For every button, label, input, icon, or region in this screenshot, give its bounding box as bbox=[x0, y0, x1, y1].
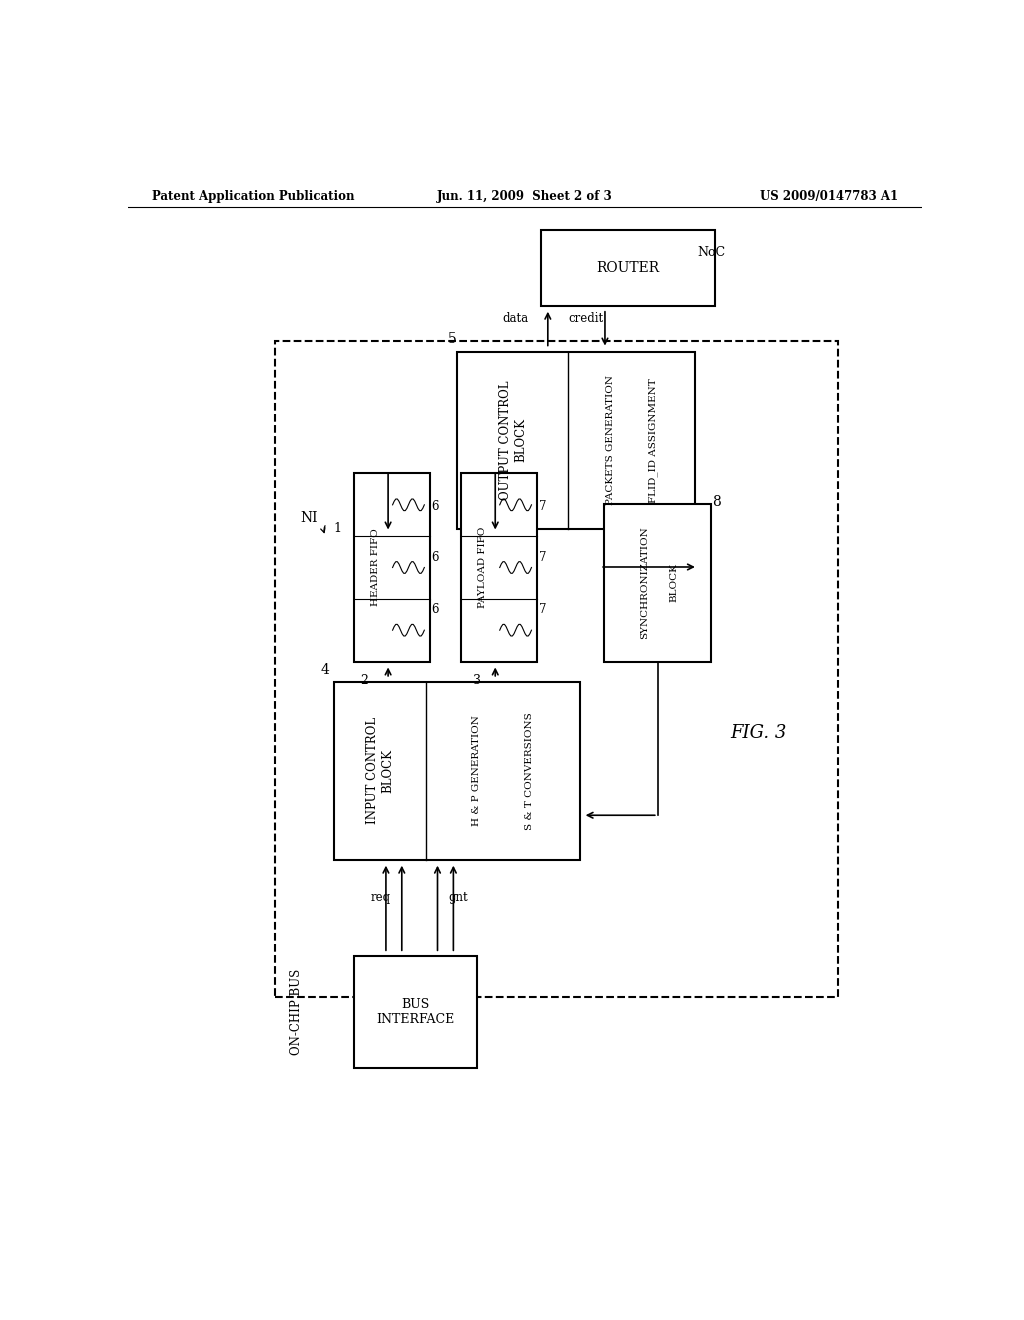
Text: req: req bbox=[371, 891, 390, 904]
Text: FIG. 3: FIG. 3 bbox=[731, 723, 787, 742]
Bar bbox=[458, 351, 695, 529]
Bar bbox=[354, 956, 477, 1068]
Text: 4: 4 bbox=[321, 663, 330, 677]
Text: OUTPUT CONTROL
BLOCK: OUTPUT CONTROL BLOCK bbox=[499, 380, 527, 500]
Text: 3: 3 bbox=[473, 675, 481, 688]
Text: INPUT CONTROL
BLOCK: INPUT CONTROL BLOCK bbox=[366, 717, 394, 825]
Bar bbox=[354, 474, 430, 661]
Text: ROUTER: ROUTER bbox=[596, 260, 659, 275]
Text: BLOCK: BLOCK bbox=[670, 564, 678, 602]
Text: 7: 7 bbox=[539, 499, 546, 512]
Text: 7: 7 bbox=[539, 603, 546, 616]
Text: ON-CHIP BUS: ON-CHIP BUS bbox=[290, 969, 303, 1055]
Text: FLID_ID ASSIGNMENT: FLID_ID ASSIGNMENT bbox=[648, 378, 658, 503]
Text: 1: 1 bbox=[334, 521, 342, 535]
Text: NoC: NoC bbox=[697, 247, 725, 260]
Text: Patent Application Publication: Patent Application Publication bbox=[152, 190, 354, 202]
Text: credit: credit bbox=[568, 313, 603, 326]
Text: SYNCHRONIZATION: SYNCHRONIZATION bbox=[640, 527, 649, 639]
Bar bbox=[334, 682, 581, 859]
Bar bbox=[274, 342, 839, 997]
Text: 7: 7 bbox=[539, 552, 546, 565]
Bar bbox=[541, 230, 715, 306]
Text: H & P GENERATION: H & P GENERATION bbox=[472, 715, 481, 826]
Text: gnt: gnt bbox=[449, 891, 468, 904]
Text: NI: NI bbox=[300, 511, 317, 525]
Text: Jun. 11, 2009  Sheet 2 of 3: Jun. 11, 2009 Sheet 2 of 3 bbox=[437, 190, 612, 202]
Text: 6: 6 bbox=[431, 552, 439, 565]
Text: 8: 8 bbox=[713, 495, 721, 510]
Text: 6: 6 bbox=[431, 499, 439, 512]
Text: 6: 6 bbox=[431, 603, 439, 616]
Text: 2: 2 bbox=[360, 675, 369, 688]
Text: BUS
INTERFACE: BUS INTERFACE bbox=[377, 998, 455, 1026]
Text: PACKETS GENERATION: PACKETS GENERATION bbox=[606, 375, 614, 506]
Text: PAYLOAD FIFO: PAYLOAD FIFO bbox=[478, 527, 487, 609]
Text: S & T CONVERSIONS: S & T CONVERSIONS bbox=[524, 711, 534, 830]
Text: data: data bbox=[502, 313, 528, 326]
Bar bbox=[461, 474, 537, 661]
Text: HEADER FIFO: HEADER FIFO bbox=[371, 528, 380, 606]
Bar bbox=[604, 504, 712, 661]
Text: US 2009/0147783 A1: US 2009/0147783 A1 bbox=[760, 190, 898, 202]
Text: 5: 5 bbox=[447, 333, 456, 346]
